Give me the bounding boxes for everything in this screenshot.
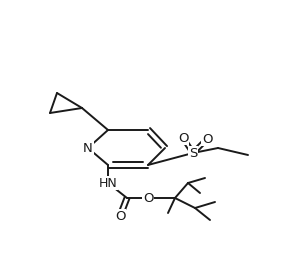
Text: O: O — [143, 192, 153, 205]
Text: S: S — [189, 146, 197, 159]
Text: O: O — [202, 133, 212, 146]
Text: HN: HN — [99, 177, 117, 190]
Text: O: O — [115, 210, 125, 223]
Text: N: N — [83, 141, 93, 154]
Text: O: O — [178, 132, 188, 145]
